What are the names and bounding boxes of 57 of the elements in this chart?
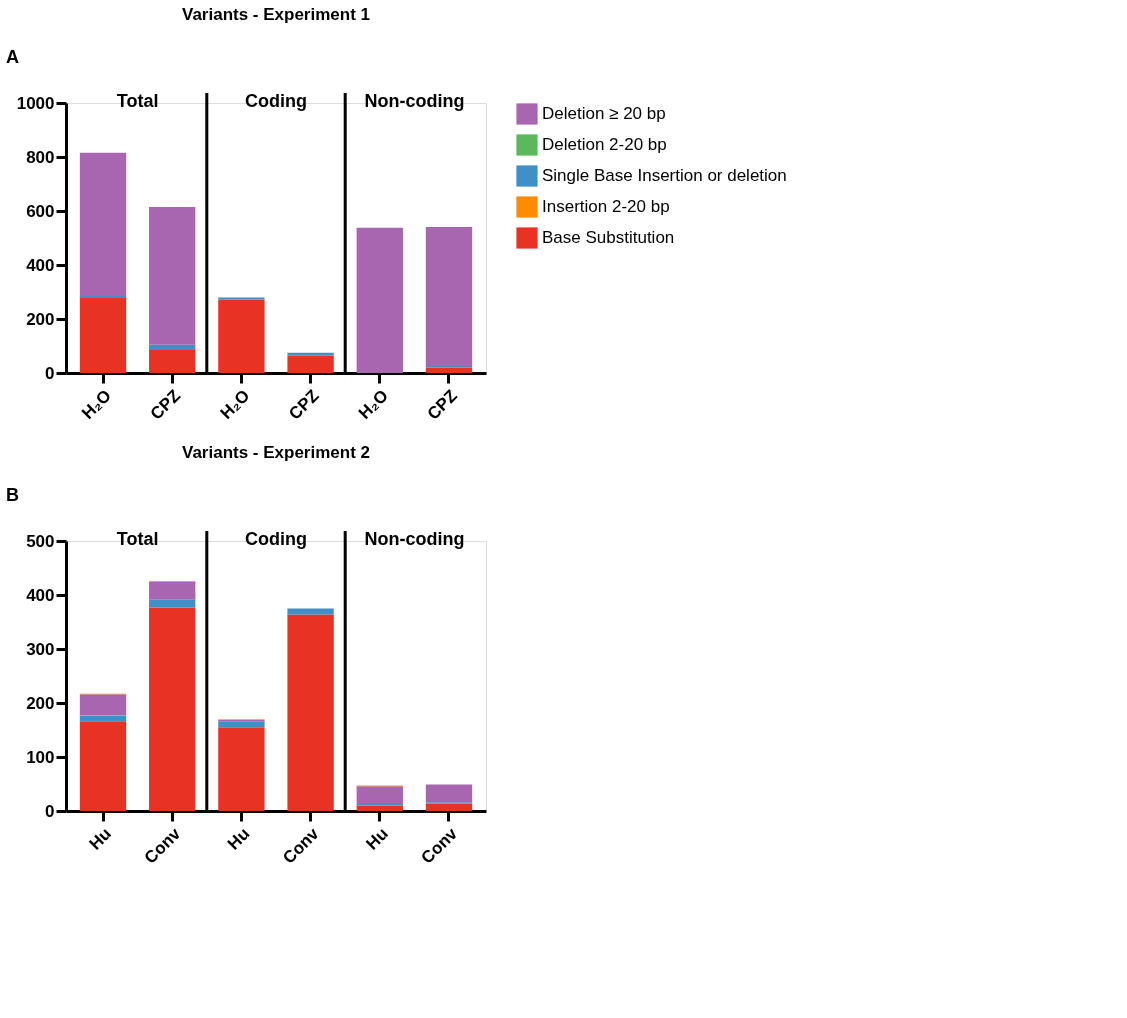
bar xyxy=(79,694,127,715)
text: A xyxy=(6,47,19,67)
x-tick-label: Hu xyxy=(362,824,392,854)
x-tick-label: Hu xyxy=(223,824,254,854)
annotation: Total xyxy=(116,529,159,549)
bar xyxy=(356,786,403,804)
annotation: Non-coding xyxy=(364,91,465,111)
annotation: Non-coding xyxy=(364,529,465,549)
bar xyxy=(79,715,127,722)
y-tick-label: 300 xyxy=(26,639,55,659)
x-tick-label: H₂O xyxy=(216,386,254,423)
bar xyxy=(79,721,127,811)
bar xyxy=(149,206,196,345)
bar xyxy=(287,614,334,811)
legend-label: Base Substitution xyxy=(542,228,675,247)
annotation: Total xyxy=(116,91,159,111)
bar xyxy=(149,344,196,351)
y-tick-label: 800 xyxy=(26,147,55,167)
legend-label: Insertion 2-20 bp xyxy=(542,197,670,216)
bar xyxy=(425,367,473,373)
chart-title: Variants - Experiment 1 xyxy=(181,5,371,24)
bar xyxy=(218,727,265,811)
bar xyxy=(218,297,265,300)
bar xyxy=(287,355,334,373)
y-tick-label: 400 xyxy=(26,585,55,605)
annotation: Coding xyxy=(245,529,307,549)
chart-title: Variants - Experiment 2 xyxy=(181,443,371,462)
bar xyxy=(425,226,473,366)
bar xyxy=(149,607,196,811)
y-tick-label: 400 xyxy=(26,255,55,275)
legend-label: Deletion 2-20 bp xyxy=(542,135,667,154)
bar xyxy=(149,581,196,600)
bar xyxy=(149,599,196,608)
x-tick-label: H₂O xyxy=(78,386,116,423)
bar xyxy=(425,803,473,811)
annotation: Coding xyxy=(245,91,307,111)
y-tick-label: 0 xyxy=(45,363,55,383)
bar xyxy=(149,350,196,373)
y-tick-label: 200 xyxy=(26,693,55,713)
bar xyxy=(356,805,403,811)
y-tick-label: 0 xyxy=(45,801,55,821)
bar xyxy=(79,297,127,373)
legend-label: Deletion ≥ 20 bp xyxy=(542,104,666,123)
bar xyxy=(425,784,473,803)
y-tick-label: 500 xyxy=(26,531,55,551)
y-tick-label: 100 xyxy=(26,747,55,767)
x-tick-label: H₂O xyxy=(355,386,392,423)
x-tick-label: Hu xyxy=(85,824,116,854)
y-tick-label: 200 xyxy=(26,309,55,329)
bar xyxy=(218,299,265,373)
bar xyxy=(356,227,403,373)
legend-label: Single Base Insertion or deletion xyxy=(542,166,787,185)
y-tick-label: 1000 xyxy=(16,93,55,113)
y-tick-label: 600 xyxy=(26,201,55,221)
bar xyxy=(218,721,265,728)
text: B xyxy=(6,485,19,505)
bar xyxy=(79,152,127,297)
